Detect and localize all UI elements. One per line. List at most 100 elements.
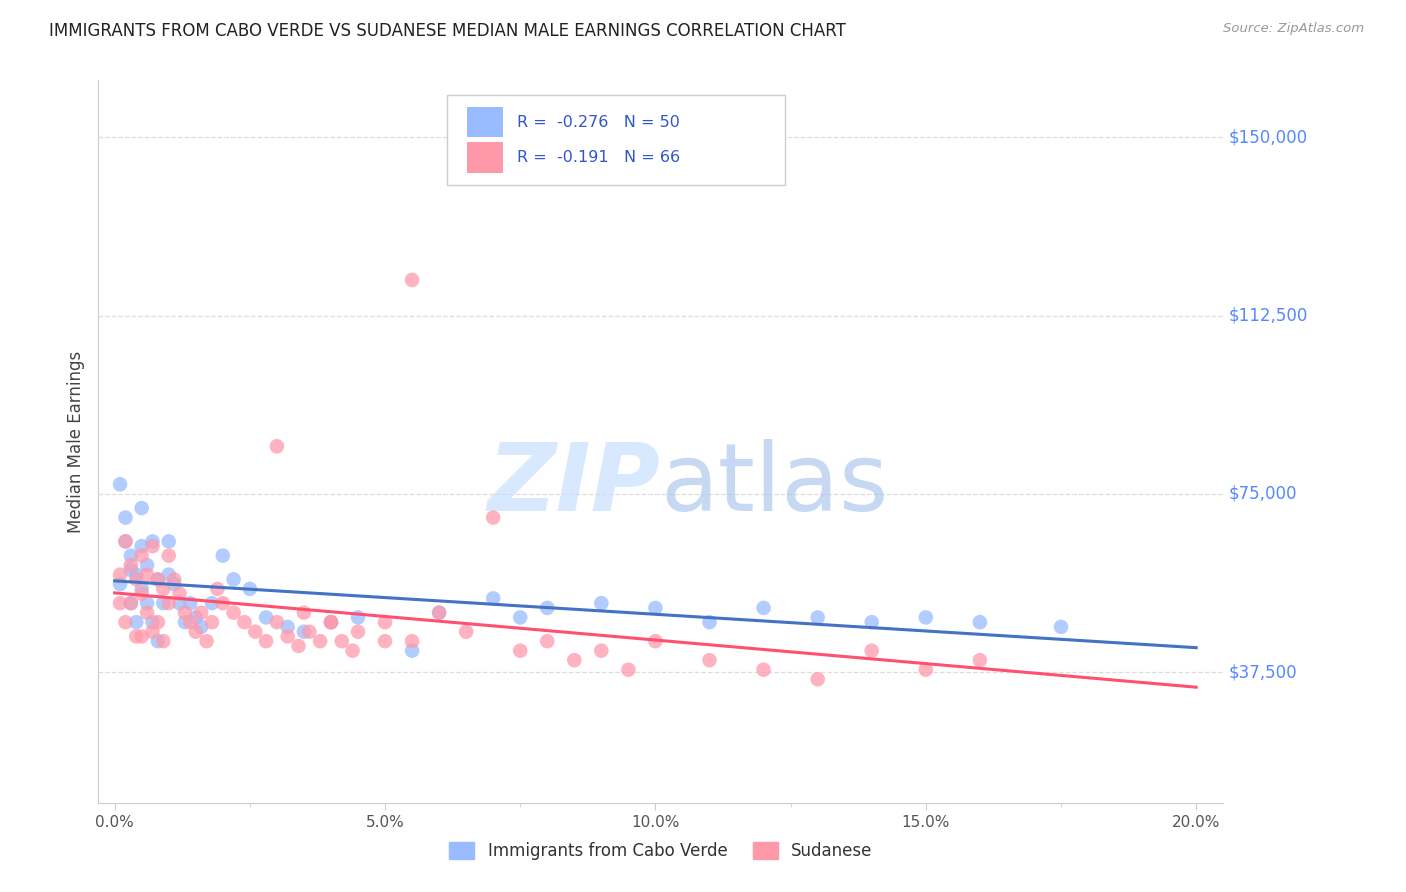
Point — [157, 549, 180, 563]
Point — [163, 577, 186, 591]
Point — [266, 615, 288, 630]
Point — [201, 615, 224, 630]
Point — [222, 606, 245, 620]
Point — [277, 629, 299, 643]
Point — [152, 634, 174, 648]
Legend: Immigrants from Cabo Verde, Sudanese: Immigrants from Cabo Verde, Sudanese — [443, 835, 879, 867]
Point — [201, 596, 224, 610]
Point — [195, 634, 218, 648]
Point — [184, 610, 207, 624]
Point — [536, 601, 558, 615]
Point — [131, 629, 153, 643]
Point — [319, 615, 342, 630]
Point — [131, 549, 153, 563]
Point — [860, 615, 883, 630]
Text: R =  -0.191   N = 66: R = -0.191 N = 66 — [517, 150, 681, 165]
Point — [207, 582, 229, 596]
Point — [914, 610, 936, 624]
Point — [114, 534, 136, 549]
Text: ZIP: ZIP — [488, 439, 661, 531]
Text: IMMIGRANTS FROM CABO VERDE VS SUDANESE MEDIAN MALE EARNINGS CORRELATION CHART: IMMIGRANTS FROM CABO VERDE VS SUDANESE M… — [49, 22, 846, 40]
Point — [108, 477, 131, 491]
Point — [136, 596, 159, 610]
Point — [330, 634, 353, 648]
Point — [239, 582, 262, 596]
Point — [152, 582, 174, 596]
Point — [319, 615, 342, 630]
Text: $75,000: $75,000 — [1229, 485, 1298, 503]
Point — [120, 596, 142, 610]
Point — [108, 577, 131, 591]
Point — [141, 534, 163, 549]
Point — [591, 596, 613, 610]
Text: Source: ZipAtlas.com: Source: ZipAtlas.com — [1223, 22, 1364, 36]
Point — [699, 653, 721, 667]
Text: $37,500: $37,500 — [1229, 663, 1298, 681]
Point — [509, 610, 531, 624]
Point — [108, 596, 131, 610]
Point — [401, 273, 423, 287]
Point — [562, 653, 585, 667]
Point — [190, 620, 212, 634]
Point — [482, 510, 505, 524]
Point — [342, 643, 364, 657]
Point — [157, 596, 180, 610]
Point — [157, 534, 180, 549]
Point — [125, 629, 148, 643]
Point — [174, 606, 197, 620]
Point — [179, 596, 201, 610]
Point — [752, 601, 775, 615]
Point — [184, 624, 207, 639]
Point — [807, 672, 830, 686]
Point — [914, 663, 936, 677]
Point — [644, 601, 666, 615]
Point — [125, 615, 148, 630]
Point — [179, 615, 201, 630]
Point — [120, 563, 142, 577]
Text: $112,500: $112,500 — [1229, 307, 1308, 325]
Point — [266, 439, 288, 453]
Point — [254, 634, 277, 648]
Point — [254, 610, 277, 624]
Point — [807, 610, 830, 624]
Point — [146, 573, 169, 587]
Point — [211, 549, 233, 563]
Point — [211, 596, 233, 610]
Point — [190, 606, 212, 620]
Point — [233, 615, 256, 630]
Point — [427, 606, 450, 620]
Point — [374, 634, 396, 648]
Point — [157, 567, 180, 582]
Point — [591, 643, 613, 657]
Point — [309, 634, 332, 648]
Point — [136, 558, 159, 573]
Point — [277, 620, 299, 634]
Point — [146, 634, 169, 648]
Point — [108, 567, 131, 582]
Point — [141, 539, 163, 553]
Point — [292, 606, 315, 620]
Point — [1050, 620, 1073, 634]
Point — [969, 653, 991, 667]
FancyBboxPatch shape — [467, 107, 503, 137]
Point — [699, 615, 721, 630]
Point — [152, 596, 174, 610]
Point — [174, 615, 197, 630]
Text: $150,000: $150,000 — [1229, 128, 1308, 146]
Point — [245, 624, 267, 639]
Point — [114, 510, 136, 524]
Point — [136, 606, 159, 620]
Point — [169, 587, 191, 601]
Point — [752, 663, 775, 677]
Point — [319, 615, 342, 630]
Point — [860, 643, 883, 657]
Point — [141, 624, 163, 639]
Point — [114, 534, 136, 549]
Point — [292, 624, 315, 639]
Point — [120, 596, 142, 610]
Point — [131, 587, 153, 601]
Point — [136, 567, 159, 582]
Point — [131, 501, 153, 516]
Point — [347, 610, 370, 624]
FancyBboxPatch shape — [447, 95, 785, 185]
